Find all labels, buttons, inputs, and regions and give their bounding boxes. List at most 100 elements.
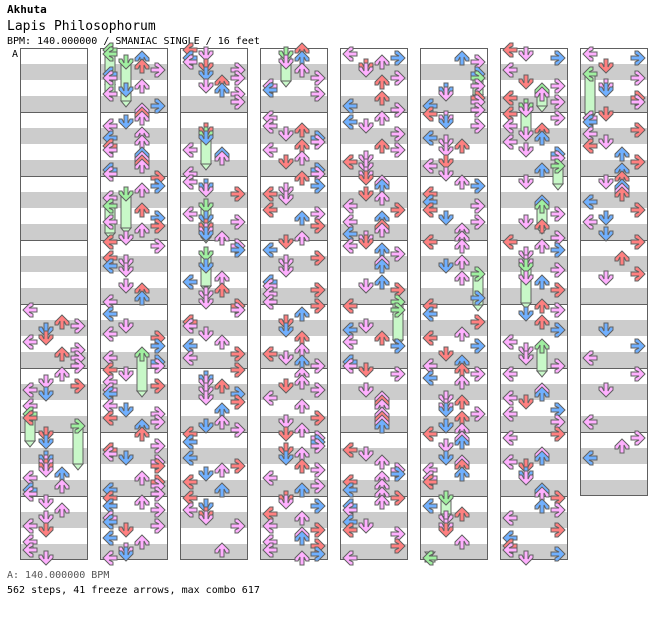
arrow-down bbox=[438, 450, 454, 466]
arrow-left bbox=[102, 410, 118, 426]
column-frame bbox=[340, 48, 408, 560]
arrow-down bbox=[38, 462, 54, 478]
arrow-down bbox=[598, 226, 614, 242]
arrow-up bbox=[294, 150, 310, 166]
beat-stripe bbox=[180, 224, 248, 240]
arrow-down bbox=[198, 246, 214, 262]
arrow-down bbox=[518, 142, 534, 158]
arrow-right bbox=[390, 142, 406, 158]
arrow-up bbox=[534, 198, 550, 214]
arrow-down bbox=[518, 246, 534, 262]
arrow-right bbox=[150, 338, 166, 354]
freeze-tail bbox=[135, 390, 149, 398]
column-frame bbox=[260, 48, 328, 560]
arrow-left bbox=[102, 530, 118, 546]
arrow-right bbox=[150, 414, 166, 430]
arrow-down bbox=[598, 382, 614, 398]
arrow-right bbox=[310, 298, 326, 314]
arrow-right bbox=[390, 366, 406, 382]
beat-stripe bbox=[20, 128, 88, 144]
arrow-down bbox=[278, 450, 294, 466]
arrow-left bbox=[342, 550, 358, 566]
arrow-up bbox=[214, 414, 230, 430]
arrow-right bbox=[310, 438, 326, 454]
arrow-down bbox=[198, 510, 214, 526]
arrow-down bbox=[518, 174, 534, 190]
arrow-up bbox=[294, 422, 310, 438]
arrow-right bbox=[150, 486, 166, 502]
arrow-right bbox=[150, 438, 166, 454]
arrow-left bbox=[262, 242, 278, 258]
arrow-up bbox=[534, 498, 550, 514]
arrow-left bbox=[102, 166, 118, 182]
arrow-left bbox=[502, 90, 518, 106]
arrow-down bbox=[438, 390, 454, 406]
arrow-down bbox=[118, 230, 134, 246]
arrow-up bbox=[614, 250, 630, 266]
arrow-up bbox=[294, 306, 310, 322]
arrow-right bbox=[150, 62, 166, 78]
arrow-up bbox=[374, 138, 390, 154]
arrow-left bbox=[342, 522, 358, 538]
column-frame bbox=[180, 48, 248, 560]
arrow-down bbox=[518, 458, 534, 474]
arrow-down bbox=[118, 262, 134, 278]
beat-stripe bbox=[580, 224, 648, 240]
arrow-down bbox=[118, 186, 134, 202]
arrow-down bbox=[38, 510, 54, 526]
arrow-right bbox=[390, 466, 406, 482]
arrow-up bbox=[374, 454, 390, 470]
arrow-down bbox=[118, 82, 134, 98]
beat-stripe bbox=[180, 256, 248, 272]
arrow-down bbox=[278, 262, 294, 278]
arrow-up bbox=[454, 394, 470, 410]
arrow-right bbox=[630, 122, 646, 138]
arrow-right bbox=[550, 158, 566, 174]
arrow-down bbox=[598, 82, 614, 98]
arrow-right bbox=[150, 98, 166, 114]
arrow-up bbox=[294, 122, 310, 138]
arrow-down bbox=[38, 426, 54, 442]
arrow-left bbox=[102, 234, 118, 250]
arrow-left bbox=[582, 350, 598, 366]
arrow-right bbox=[150, 238, 166, 254]
arrow-up bbox=[54, 366, 70, 382]
arrow-up bbox=[214, 150, 230, 166]
beat-stripe bbox=[420, 384, 488, 400]
arrow-right bbox=[150, 178, 166, 194]
arrow-up bbox=[374, 418, 390, 434]
arrow-left bbox=[582, 214, 598, 230]
beat-stripe bbox=[420, 416, 488, 432]
arrow-right bbox=[550, 502, 566, 518]
beat-stripe bbox=[20, 256, 88, 272]
arrow-right bbox=[150, 518, 166, 534]
arrow-right bbox=[630, 50, 646, 66]
beat-stripe bbox=[260, 320, 328, 336]
beat-stripe bbox=[340, 256, 408, 272]
arrow-up bbox=[454, 466, 470, 482]
arrow-right bbox=[310, 86, 326, 102]
arrow-down bbox=[438, 114, 454, 130]
arrow-left bbox=[502, 118, 518, 134]
arrow-down bbox=[38, 522, 54, 538]
arrow-down bbox=[438, 86, 454, 102]
arrow-up bbox=[534, 162, 550, 178]
freeze-tail bbox=[23, 440, 37, 448]
arrow-right bbox=[150, 358, 166, 374]
beat-stripe bbox=[20, 224, 88, 240]
arrow-down bbox=[198, 66, 214, 82]
arrow-left bbox=[102, 46, 118, 62]
arrow-left bbox=[102, 214, 118, 230]
arrow-up bbox=[374, 274, 390, 290]
arrow-left bbox=[502, 406, 518, 422]
arrow-left bbox=[22, 334, 38, 350]
arrow-up bbox=[54, 314, 70, 330]
arrow-left bbox=[582, 450, 598, 466]
arrow-left bbox=[342, 46, 358, 62]
arrow-right bbox=[390, 246, 406, 262]
arrow-down bbox=[438, 134, 454, 150]
arrow-left bbox=[262, 346, 278, 362]
arrow-up bbox=[454, 326, 470, 342]
arrow-down bbox=[38, 374, 54, 390]
